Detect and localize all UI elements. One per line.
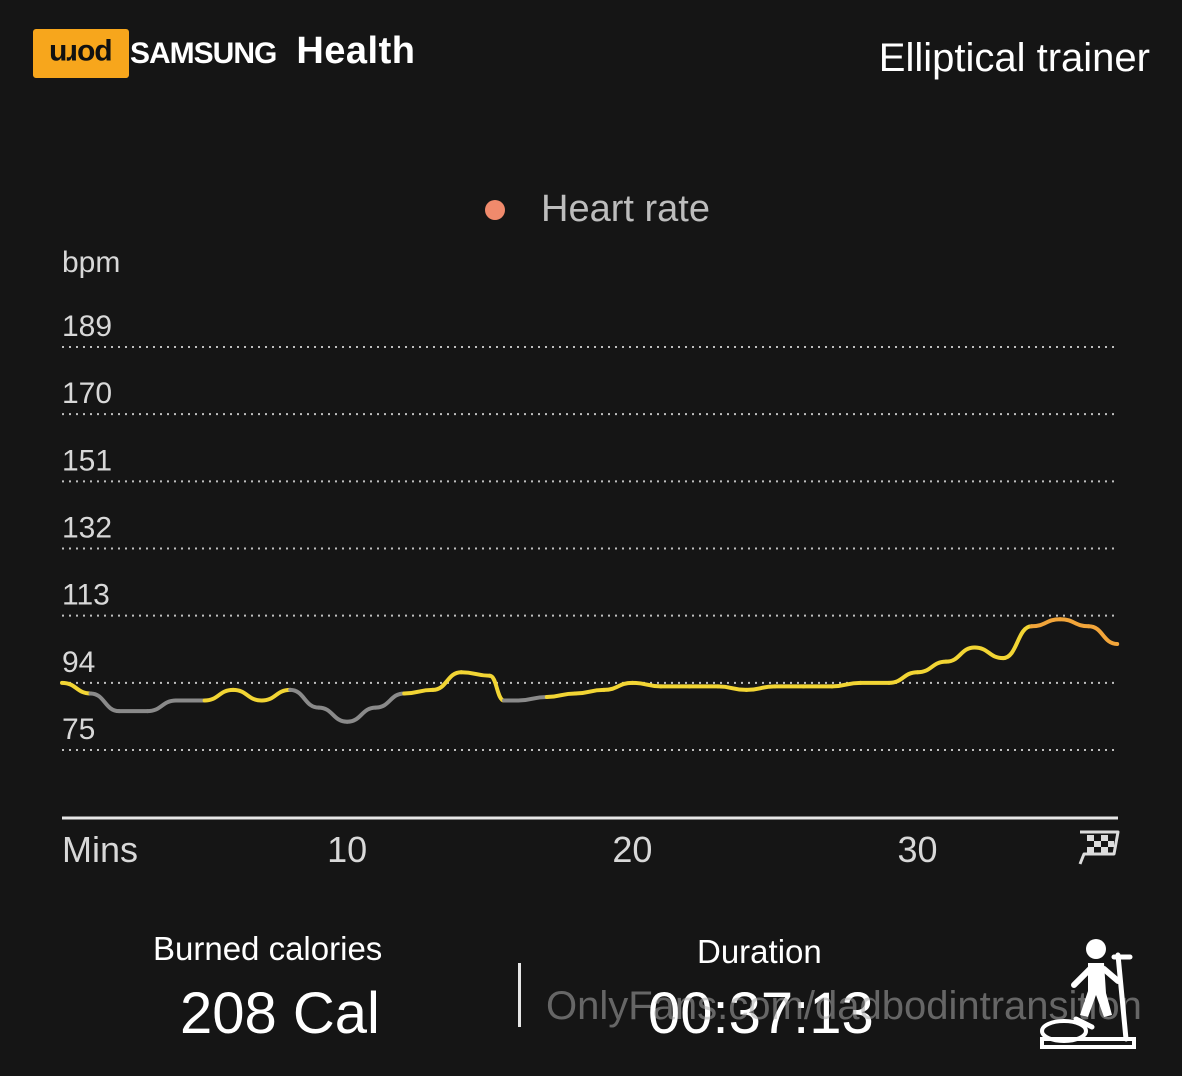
heart-rate-line-segment [430,670,464,692]
stats-divider [518,963,521,1027]
heart-rate-line-segment [915,659,949,675]
heart-rate-line-segment [1001,624,1034,661]
heart-rate-line-segment [1058,617,1091,629]
heart-rate-line-segment [544,691,578,699]
watermark-text: OnlyFans.com/dadbodintransition [546,984,1142,1028]
heart-rate-line-segment [145,698,179,714]
heart-rate-line-segment [830,680,863,689]
checkered-flag-icon [1078,830,1120,865]
heart-rate-line-segment [60,680,93,696]
heart-rate-line-segment [402,687,435,696]
heart-rate-chart: bpm 189 170 151 132 113 94 75 Mins 10 20 30 [60,246,1120,870]
heart-rate-line-segment [1029,617,1063,629]
calories-label: Burned calories [153,930,383,967]
y-tick-label: 132 [62,512,112,545]
heart-rate-line-segment [288,687,321,710]
heart-rate-line-segment [573,687,606,696]
legend-dot [485,199,505,220]
heart-rate-line-segment [259,687,293,703]
heart-rate-line-segment [887,670,920,685]
y-tick-label: 170 [62,377,112,410]
workout-title: Elliptical trainer [878,36,1150,80]
heart-rate-line-segment [88,691,122,714]
y-axis-label: bpm [62,246,120,279]
heart-rate-line-segment [459,670,492,678]
watermark-badge: porn [33,29,129,78]
y-tick-label: 113 [62,579,110,612]
y-tick-label: 94 [62,646,95,679]
duration-label: Duration [697,933,822,970]
duration-value: 00:37:13 [648,981,874,1046]
heart-rate-line-segment [316,705,350,724]
heart-rate-line-segment [202,687,236,703]
heart-rate-line-segment [715,684,749,692]
legend-label: Heart rate [541,188,710,230]
brand-samsung: SAMSUNG [130,37,277,70]
heart-rate-line-segment [601,680,635,692]
app-brand: SAMSUNG Health [130,30,415,73]
heart-rate-line-segment [487,673,507,703]
calories-value: 208 Cal [180,981,380,1046]
elliptical-trainer-icon [1040,939,1136,1049]
heart-rate-line-segment [972,645,1006,661]
y-tick-label: 75 [62,713,95,746]
x-tick-label: 10 [327,829,367,870]
heart-rate-line-segment [373,691,407,710]
heart-rate-line-segment [744,684,777,692]
heart-rate-line-segment [231,687,264,703]
x-tick-label: 30 [898,829,938,870]
y-tick-label: 151 [62,444,112,477]
heart-rate-line-segment [516,694,549,703]
heart-rate-line-segment [345,705,378,724]
heart-rate-line-segment [1086,624,1120,646]
chart-legend: Heart rate [485,188,710,231]
y-tick-label: 189 [62,310,112,343]
brand-health: Health [296,30,416,72]
heart-rate-line-segment [630,680,663,689]
heart-rate-line-segment [944,645,977,664]
x-tick-label: 20 [612,829,652,870]
x-axis-label: Mins [62,829,138,870]
